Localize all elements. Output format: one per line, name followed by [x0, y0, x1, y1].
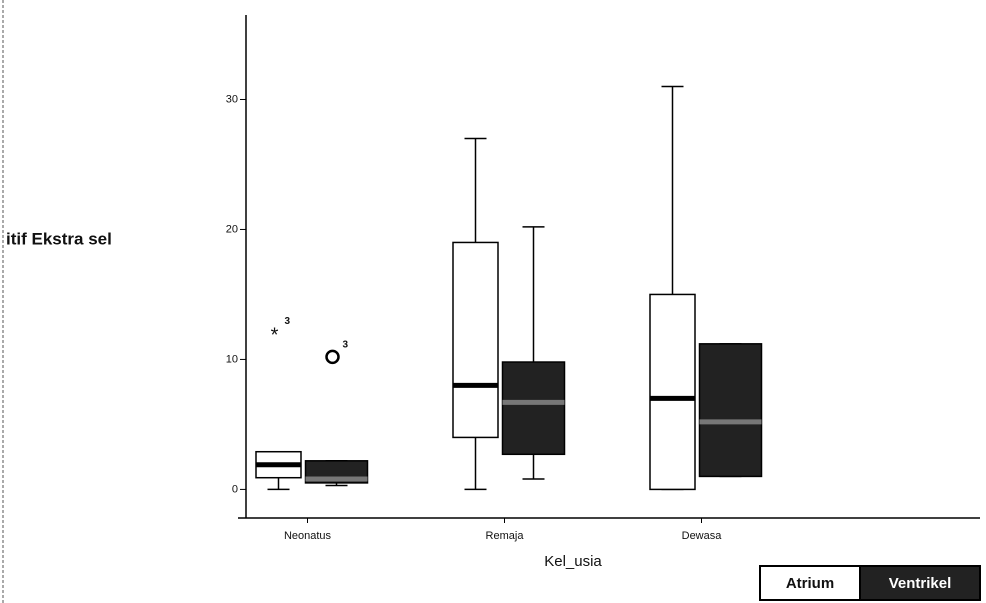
box — [453, 242, 498, 437]
y-tick-label: 30 — [226, 93, 238, 105]
y-tick-label: 10 — [226, 353, 238, 365]
box — [503, 362, 565, 454]
chart: itif Ekstra sel Kel_usia 0 10 20 30 Neonatus… — [0, 0, 986, 603]
outlier-label: 3 — [343, 339, 349, 350]
outlier: * — [271, 325, 279, 347]
outlier-label: 3 — [285, 316, 291, 327]
x-tick-label: Dewasa — [682, 530, 723, 542]
outlier — [327, 351, 339, 363]
legend-label: Ventrikel — [889, 575, 952, 592]
y-tick-label: 0 — [232, 483, 238, 495]
box — [650, 294, 695, 489]
x-axis-label: Kel_usia — [544, 553, 602, 570]
x-tick-label: Remaja — [486, 530, 525, 542]
legend-label: Atrium — [786, 575, 834, 592]
y-tick-label: 20 — [226, 223, 238, 235]
box — [700, 344, 762, 477]
x-tick-label: Neonatus — [284, 530, 332, 542]
y-axis-label: itif Ekstra sel — [6, 229, 112, 248]
